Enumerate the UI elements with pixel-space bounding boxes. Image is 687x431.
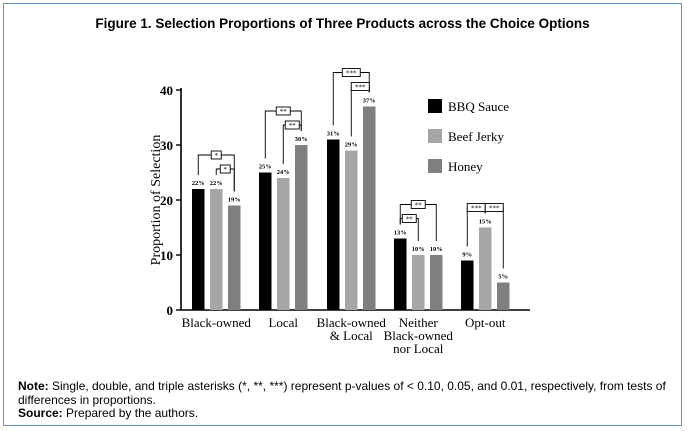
data-label: 19%: [228, 197, 241, 204]
legend-label: BBQ Sauce: [448, 99, 509, 114]
significance-stars: **: [289, 122, 297, 130]
x-tick-label: Black-owned: [182, 315, 252, 330]
data-label: 10%: [412, 246, 425, 253]
bar: [363, 106, 376, 310]
bar: [327, 139, 340, 310]
note-label: Note:: [18, 379, 49, 393]
source-text: Prepared by the authors.: [66, 406, 199, 420]
legend-swatch: [428, 99, 442, 113]
figure-notes: Note: Single, double, and triple asteris…: [18, 379, 678, 421]
bar: [277, 178, 290, 310]
x-tick-label: Local: [268, 315, 298, 330]
bar: [497, 282, 510, 310]
data-label: 30%: [295, 136, 308, 143]
bar: [345, 150, 358, 310]
y-tick-label: 0: [167, 303, 174, 318]
significance-box: [275, 106, 291, 116]
x-tick-label: Opt-out: [465, 315, 506, 330]
data-label: 24%: [277, 169, 290, 176]
data-label: 9%: [462, 252, 472, 259]
y-tick-label: 20: [160, 193, 173, 208]
significance-box: [219, 164, 231, 174]
significance-stars: **: [406, 216, 414, 224]
significance-box: [210, 150, 222, 160]
data-label: 15%: [479, 219, 492, 226]
x-tick-label: Black-owned: [384, 328, 454, 343]
y-tick-label: 30: [160, 138, 173, 153]
source-label: Source:: [18, 406, 63, 420]
figure-title: Figure 1. Selection Proportions of Three…: [95, 16, 590, 31]
bar: [210, 189, 223, 310]
y-tick-label: 40: [160, 83, 173, 98]
y-tick-label: 10: [160, 248, 173, 263]
significance-box: [341, 68, 361, 77]
significance-stars: ***: [355, 84, 366, 92]
x-tick-label: Black-owned: [317, 315, 387, 330]
data-label: 25%: [259, 164, 272, 171]
bar: [461, 260, 474, 310]
bar: [394, 238, 407, 310]
significance-stars: **: [280, 108, 288, 116]
significance-stars: ***: [346, 70, 357, 78]
bar: [479, 227, 492, 310]
significance-stars: ***: [471, 205, 482, 213]
legend-label: Honey: [448, 159, 483, 174]
significance-stars: **: [415, 202, 423, 210]
legend-swatch: [428, 129, 442, 143]
x-tick-label: nor Local: [393, 341, 444, 356]
bar: [192, 189, 205, 310]
data-label: 29%: [345, 142, 358, 149]
x-tick-label: & Local: [330, 328, 373, 343]
significance-stars: ***: [489, 205, 500, 213]
y-axis-label: Proportion of Selection: [149, 135, 164, 266]
bar: [430, 255, 443, 310]
source-line: Source: Prepared by the authors.: [18, 406, 678, 421]
figure-frame: Figure 1. Selection Proportions of Three…: [3, 3, 682, 426]
note-line: Note: Single, double, and triple asteris…: [18, 379, 678, 407]
legend-swatch: [428, 159, 442, 173]
significance-box: [410, 200, 426, 209]
significance-box: [350, 82, 370, 91]
data-label: 22%: [192, 180, 205, 187]
data-label: 31%: [327, 131, 340, 138]
legend-label: Beef Jerky: [448, 129, 504, 144]
bar: [228, 205, 241, 310]
significance-stars: *: [215, 152, 219, 160]
data-label: 13%: [394, 230, 407, 237]
x-tick-label: Neither: [399, 315, 439, 330]
bar: [412, 255, 425, 310]
data-label: 22%: [210, 180, 223, 187]
significance-box: [284, 120, 300, 130]
data-label: 10%: [430, 246, 443, 253]
significance-box: [484, 203, 504, 212]
data-label: 5%: [498, 274, 508, 281]
bar: [259, 172, 272, 310]
bar-chart: 0 10 20 30 40 Proportion of Selection 22% 22% 19…: [149, 68, 530, 356]
significance-stars: *: [224, 166, 228, 174]
significance-box: [401, 214, 417, 223]
bar: [295, 145, 308, 310]
note-text: Single, double, and triple asterisks (*,…: [18, 379, 666, 407]
data-label: 37%: [363, 98, 376, 105]
